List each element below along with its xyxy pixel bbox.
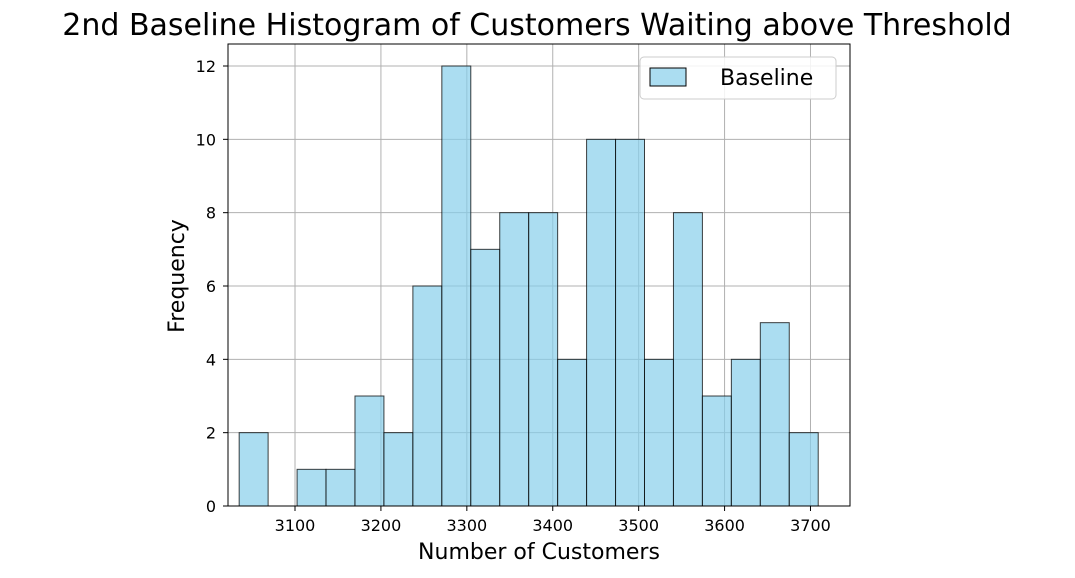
y-tick-label: 12 [196,57,216,76]
histogram-bar [759,322,790,507]
histogram-bar [383,432,414,507]
histogram-bar [470,248,501,507]
y-axis-ticks: 0 2 4 6 8 10 12 [196,57,228,516]
x-axis-ticks: 3100 3200 3300 3400 3500 3600 3700 [275,506,831,535]
histogram-bar [788,432,819,507]
y-axis-label: Frequency [165,219,190,333]
histogram-bar [701,395,732,507]
histogram-bar [325,468,356,507]
histogram-bar [499,212,530,507]
histogram-bar [238,432,269,507]
y-tick-label: 2 [206,424,216,443]
chart-title: 2nd Baseline Histogram of Customers Wait… [62,8,1011,43]
histogram-bar [672,212,703,507]
histogram-bar [354,395,385,507]
x-tick-label: 3100 [275,516,316,535]
legend-box [639,56,837,100]
y-tick-label: 0 [206,497,216,516]
legend-swatch [649,67,687,87]
x-tick-label: 3200 [361,516,402,535]
y-tick-label: 10 [196,130,216,149]
histogram-bars [238,65,819,507]
histogram-bar [615,138,645,507]
y-tick-label: 6 [206,277,216,296]
histogram-bar [412,285,443,507]
histogram-bar [586,138,617,507]
x-tick-label: 3600 [704,516,745,535]
y-tick-label: 8 [206,204,216,223]
x-tick-label: 3300 [446,516,487,535]
plot-frame [227,43,851,507]
legend: Baseline [639,56,837,100]
histogram-bar [557,358,588,507]
legend-label: Baseline [720,66,813,91]
x-axis-label: Number of Customers [418,540,660,565]
histogram-bar [528,212,559,507]
x-tick-label: 3500 [618,516,659,535]
histogram-bar [730,358,761,507]
histogram-bar [643,358,674,507]
histogram-bar [296,468,327,507]
x-tick-label: 3400 [532,516,573,535]
x-tick-label: 3700 [790,516,831,535]
histogram-bar [441,65,472,507]
y-tick-label: 4 [206,350,216,369]
